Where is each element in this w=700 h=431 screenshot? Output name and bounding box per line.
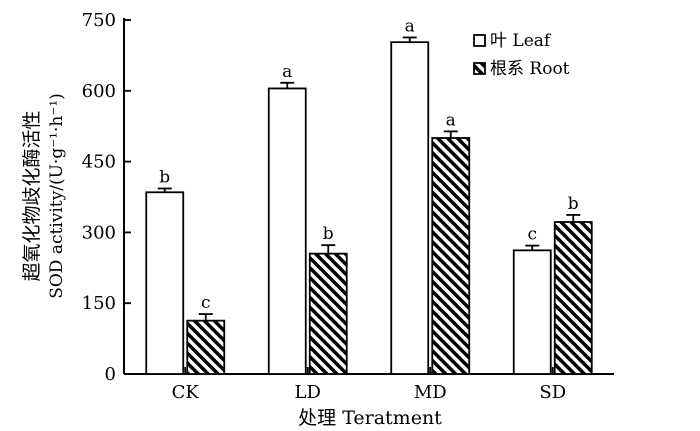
plot-area: 0 150 300 450 600 750 CK b c LD a b MD a a SD c b (82, 10, 614, 403)
y-tick-label: 750 (82, 10, 116, 31)
significance-letter-root-ld: b (323, 224, 334, 244)
x-tick-label-ld: LD (295, 382, 321, 403)
bar-leaf-ck (145, 191, 185, 375)
significance-letter-leaf-ck: b (159, 168, 170, 188)
bar-root-ld (308, 252, 348, 375)
y-tick-label: 450 (82, 152, 116, 173)
y-axis-title-chinese: 超氧化物歧化酶活性 (21, 110, 43, 281)
legend-swatch-root (473, 62, 486, 75)
bar-root-md (431, 137, 471, 375)
bar-leaf-sd (512, 249, 552, 375)
y-tick-label: 600 (82, 81, 116, 102)
significance-letter-leaf-ld: a (282, 62, 292, 82)
legend-swatch-leaf (473, 34, 486, 47)
x-tick-label-ck: CK (172, 382, 200, 403)
y-tick-label: 150 (82, 293, 116, 314)
legend: 叶 Leaf 根系 Root (473, 31, 570, 79)
x-axis-title: 处理 Teratment (298, 407, 442, 429)
y-tick-label: 0 (105, 364, 116, 385)
legend-label-leaf: 叶 Leaf (490, 31, 552, 51)
significance-letter-leaf-sd: c (527, 225, 537, 245)
bar-leaf-ld (267, 87, 307, 375)
y-axis-title-english: SOD activity/(U·g⁻¹·h⁻¹) (47, 93, 67, 299)
significance-letter-leaf-md: a (405, 16, 415, 36)
bar-root-ck (186, 319, 226, 375)
bar-leaf-md (390, 41, 430, 375)
significance-letter-root-sd: b (568, 194, 579, 214)
significance-letter-root-md: a (446, 110, 456, 130)
y-axis-title: 超氧化物歧化酶活性 SOD activity/(U·g⁻¹·h⁻¹) (21, 93, 67, 299)
x-tick-label-sd: SD (539, 382, 566, 403)
x-tick-label-md: MD (414, 382, 447, 403)
y-tick-label: 300 (82, 222, 116, 243)
legend-label-root: 根系 Root (490, 59, 570, 79)
bar-root-sd (553, 221, 593, 375)
significance-letter-root-ck: c (201, 293, 211, 313)
